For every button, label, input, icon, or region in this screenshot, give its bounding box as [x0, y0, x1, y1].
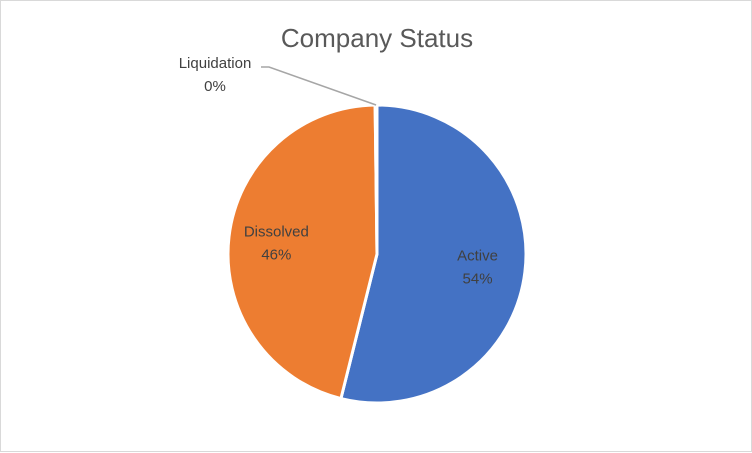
leader-line-liquidation [261, 66, 377, 106]
pie-slice-active [339, 103, 528, 405]
pie-slice-dissolved [226, 103, 379, 401]
pie-slice-liquidation [373, 103, 379, 256]
data-label-active: Active 54% [457, 247, 498, 287]
data-label-dissolved: Dissolved 46% [244, 223, 309, 263]
chart-title: Company Status [281, 23, 473, 53]
data-label-liquidation: Liquidation 0% [179, 55, 252, 95]
